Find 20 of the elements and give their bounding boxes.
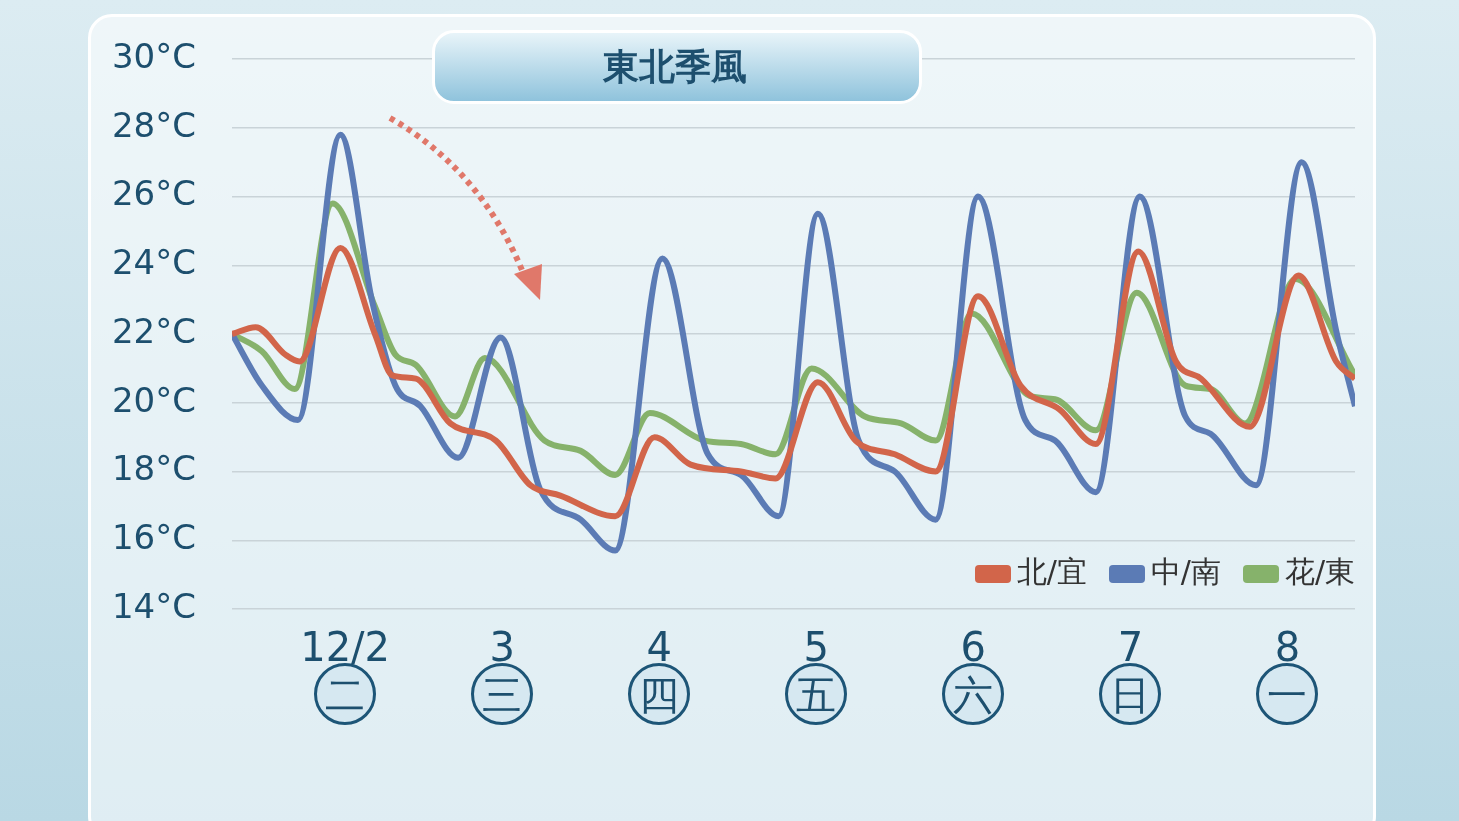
y-tick-label: 30°C (111, 35, 196, 76)
x-tick-label: 5 五 (796, 624, 837, 719)
y-tick-label: 18°C (111, 448, 196, 489)
y-tick-label: 20°C (111, 379, 196, 420)
x-tick-label: 4 四 (639, 624, 680, 719)
y-tick-label: 24°C (111, 242, 196, 283)
legend-label: 中/南 (1149, 553, 1221, 591)
chart-title: 東北季風 (602, 44, 748, 89)
x-tick-label: 8 一 (1267, 624, 1308, 719)
y-tick-label: 22°C (111, 310, 196, 351)
y-tick-label: 16°C (111, 517, 196, 558)
y-tick-label: 28°C (111, 104, 196, 145)
legend-label: 北/宜 (1015, 553, 1087, 591)
x-tick-label: 6 六 (953, 624, 994, 719)
x-tick-label: 7 日 (1110, 624, 1151, 719)
y-tick-label: 26°C (111, 173, 196, 214)
x-tick-label: 12/2 二 (300, 624, 390, 719)
x-tick-label: 3 三 (482, 624, 523, 719)
y-tick-label: 14°C (111, 585, 196, 626)
legend-label: 花/東 (1283, 553, 1355, 591)
